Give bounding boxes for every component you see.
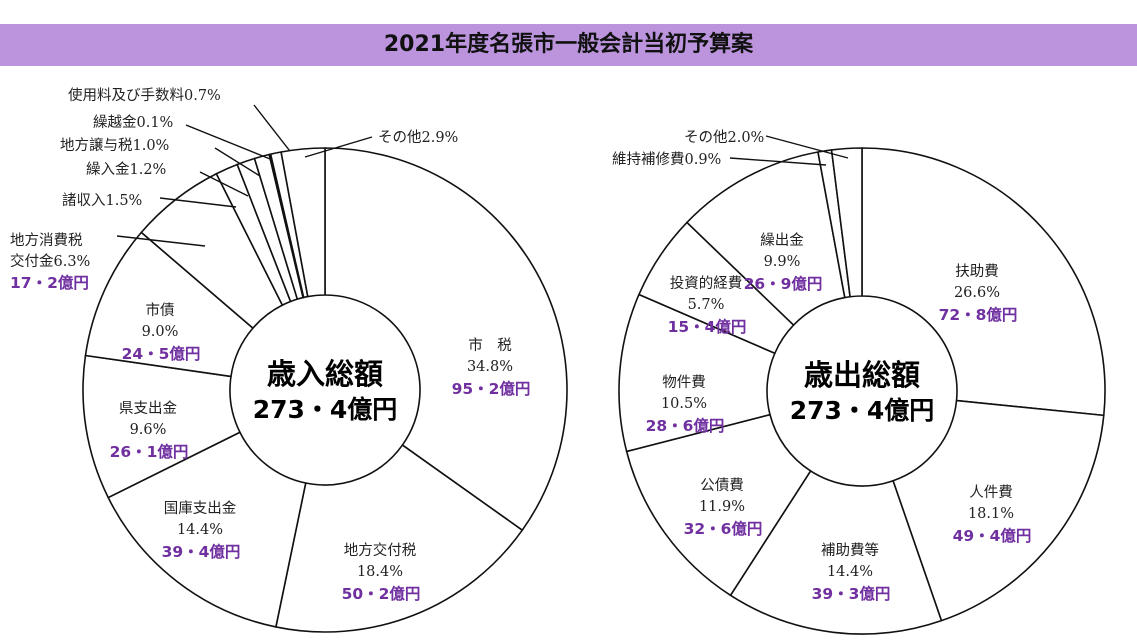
revenue-slice-pct-4: 9.0%: [142, 324, 179, 340]
revenue-slice-label-0: 市 税: [468, 337, 512, 354]
revenue-slice-label-2: 国庫支出金: [164, 500, 237, 517]
revenue-slice-pct-3: 9.6%: [130, 422, 167, 438]
revenue-slice-label-6: 諸収入1.5%: [62, 192, 142, 209]
expenditure-slice-amount-2: 39・3億円: [812, 584, 891, 603]
expenditure-slice-label-0: 扶助費: [955, 263, 999, 280]
revenue-slice-amount-2: 39・4億円: [162, 542, 241, 561]
revenue-slice-amount-0: 95・2億円: [452, 379, 531, 398]
revenue-leader-line-9: [185, 124, 281, 164]
expenditure-slice-label-8: その他2.0%: [684, 129, 764, 146]
revenue-slice-11: [280, 147, 326, 298]
revenue-slice-amount-3: 26・1億円: [110, 442, 189, 461]
revenue-slice-label-5: 地方消費税: [10, 232, 83, 249]
revenue-slice-label-4: 市債: [146, 302, 175, 319]
page-title: 2021年度名張市一般会計当初予算案: [383, 32, 754, 57]
expenditure-slice-amount-5: 15・4億円: [668, 317, 747, 336]
revenue-slice-label-1: 地方交付税: [344, 541, 417, 559]
expenditure-slice-label-2: 補助費等: [821, 541, 879, 559]
revenue-slice-amount-5: 17・2億円: [10, 273, 89, 292]
revenue-center-value: 273・4億円: [253, 395, 398, 424]
revenue-slice-label-7: 繰入金1.2%: [86, 161, 166, 178]
expenditure-slice-pct-2: 14.4%: [827, 564, 873, 580]
revenue-leader-line-6: [159, 197, 237, 208]
revenue-leader-line-11: [304, 136, 373, 158]
revenue-center-label: 歳入総額: [267, 357, 383, 391]
expenditure-slice-pct-0: 26.6%: [954, 285, 1000, 301]
expenditure-slice-label-7: 維持補修費0.9%: [612, 151, 721, 168]
revenue-slice-label-10: 使用料及び手数料0.7%: [68, 87, 221, 104]
expenditure-leader-line-7: [729, 157, 827, 166]
expenditure-slice-amount-3: 32・6億円: [684, 519, 763, 538]
expenditure-slice-label-5: 投資的経費: [670, 275, 743, 292]
expenditure-slice-pct-4: 10.5%: [661, 396, 707, 412]
revenue-slice-amount-4: 24・5億円: [122, 344, 201, 363]
expenditure-slice-label-3: 公債費: [700, 477, 744, 494]
expenditure-slice-4: [618, 293, 776, 453]
expenditure-slice-0: [861, 147, 1106, 417]
revenue-leader-line-10: [253, 104, 294, 156]
revenue-slice-pct-0: 34.8%: [467, 359, 513, 375]
expenditure-slice-amount-1: 49・4億円: [953, 526, 1032, 545]
expenditure-slice-2: [729, 470, 943, 635]
expenditure-slice-pct-3: 11.9%: [699, 499, 745, 515]
expenditure-slice-pct-1: 18.1%: [968, 506, 1014, 522]
expenditure-slice-pct-6: 9.9%: [764, 254, 801, 270]
revenue-slice-label-11: その他2.9%: [378, 129, 458, 146]
expenditure-slice-label-6: 繰出金: [760, 232, 804, 249]
expenditure-slice-amount-0: 72・8億円: [939, 305, 1018, 324]
revenue-slice-1: [275, 444, 524, 633]
expenditure-slice-amount-6: 26・9億円: [744, 274, 823, 293]
revenue-leader-line-7: [199, 171, 249, 197]
expenditure-slice-label-1: 人件費: [969, 484, 1013, 501]
expenditure-center-label: 歳出総額: [804, 358, 920, 392]
revenue-slice-0: [324, 147, 568, 532]
revenue-slice-label-9: 繰越金0.1%: [93, 114, 173, 131]
title-bar: 2021年度名張市一般会計当初予算案: [0, 24, 1137, 66]
revenue-leader-line-5: [116, 235, 206, 247]
expenditure-center-value: 273・4億円: [790, 396, 935, 425]
revenue-leader-line-8: [214, 147, 261, 177]
expenditure-slice-8: [830, 147, 863, 298]
revenue-slice-pct-1: 18.4%: [357, 564, 403, 580]
revenue-slice-pct-2: 14.4%: [177, 522, 223, 538]
revenue-slice-label2-5: 交付金6.3%: [10, 252, 90, 270]
expenditure-slice-1: [892, 399, 1105, 622]
expenditure-leader-line-8: [765, 135, 849, 159]
revenue-slice-label-3: 県支出金: [119, 400, 177, 417]
expenditure-slice-3: [625, 413, 812, 597]
revenue-slice-2: [107, 431, 307, 628]
expenditure-slice-amount-4: 28・6億円: [646, 416, 725, 435]
revenue-slice-label-8: 地方譲与税1.0%: [60, 137, 169, 154]
revenue-slice-amount-1: 50・2億円: [342, 584, 421, 603]
expenditure-slice-pct-5: 5.7%: [688, 297, 725, 313]
expenditure-slice-label-4: 物件費: [662, 374, 706, 391]
